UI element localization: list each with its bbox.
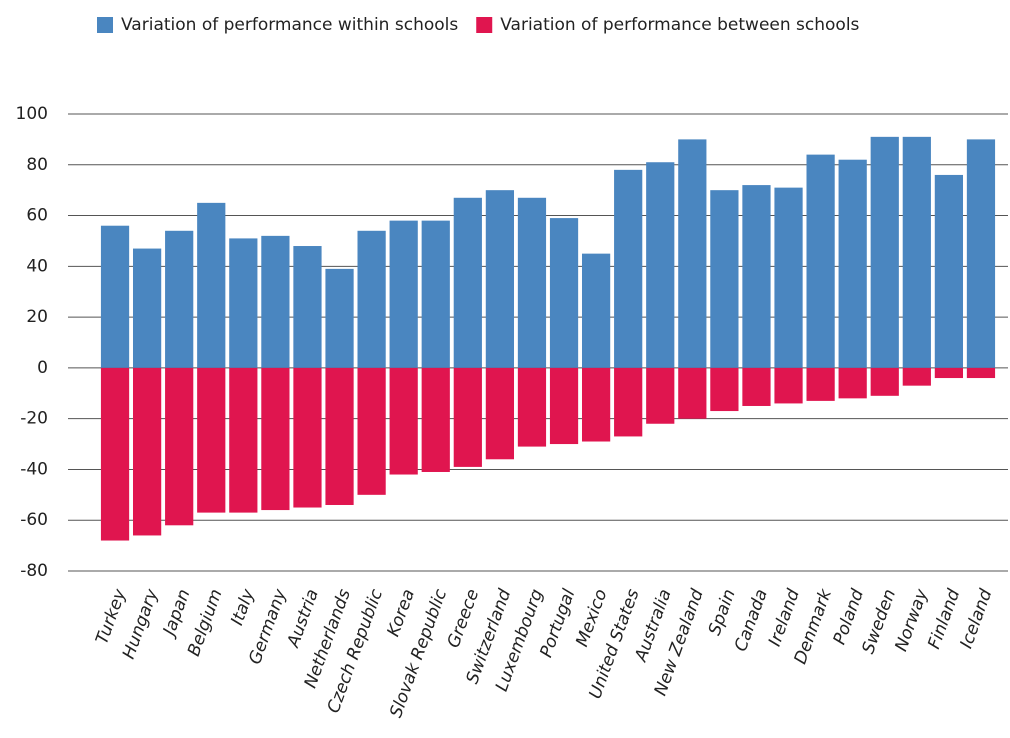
bar — [229, 367, 258, 513]
bar — [581, 253, 611, 368]
y-tick-label: 60 — [26, 206, 48, 226]
bar — [357, 367, 386, 495]
y-tick-label: 100 — [16, 104, 48, 124]
y-tick-label: -20 — [20, 409, 48, 429]
legend-swatch — [476, 17, 493, 33]
bar — [485, 367, 515, 460]
bar — [229, 238, 258, 368]
bar — [742, 367, 771, 406]
bar — [325, 268, 354, 368]
bar — [646, 367, 675, 424]
bar — [838, 159, 867, 368]
x-tick-label: Italy — [227, 586, 259, 628]
bar — [293, 246, 322, 368]
bar — [197, 202, 226, 368]
bar — [646, 162, 675, 368]
legend-swatch — [97, 17, 113, 33]
bar — [325, 367, 354, 505]
y-tick-label: 20 — [26, 307, 48, 327]
bar — [165, 367, 194, 526]
bar — [453, 197, 482, 368]
legend-label: Variation of performance between schools — [500, 15, 859, 35]
bar — [389, 220, 418, 368]
bar — [517, 367, 547, 447]
bar — [838, 367, 867, 399]
bar — [293, 367, 322, 508]
x-tick-label: Korea — [384, 587, 419, 640]
bar — [485, 190, 515, 368]
bar — [902, 367, 931, 386]
y-tick-label: 80 — [26, 155, 48, 175]
bar — [421, 220, 450, 368]
legend-label: Variation of performance within schools — [121, 15, 458, 35]
bar — [806, 367, 835, 401]
bar — [774, 367, 803, 404]
bar — [774, 187, 803, 368]
y-tick-label: -60 — [20, 510, 48, 530]
bar — [870, 136, 899, 368]
bar — [517, 197, 547, 368]
bar — [357, 230, 386, 368]
bar — [549, 218, 579, 368]
bar — [614, 367, 643, 437]
bar — [389, 367, 418, 475]
bar — [806, 154, 835, 368]
bar — [261, 235, 290, 368]
bar — [966, 139, 996, 368]
bar — [678, 367, 707, 419]
bar — [100, 367, 130, 541]
bar — [710, 190, 739, 368]
bar — [742, 185, 771, 368]
bar — [902, 136, 931, 368]
bar — [581, 367, 611, 442]
bar — [132, 248, 162, 368]
x-tick-label: Spain — [705, 587, 740, 638]
bar — [870, 367, 899, 396]
bar — [549, 367, 579, 445]
y-tick-label: -40 — [20, 459, 48, 479]
bar — [421, 367, 450, 472]
bar — [966, 367, 996, 379]
bar — [453, 367, 482, 467]
bar — [934, 367, 964, 379]
bar — [165, 230, 194, 368]
x-tick-label: Japan — [159, 587, 195, 641]
y-tick-label: -80 — [20, 561, 48, 581]
bar — [934, 174, 964, 368]
bar — [261, 367, 290, 511]
bar — [710, 367, 739, 412]
bar — [197, 367, 226, 513]
y-tick-label: 0 — [37, 358, 48, 378]
bar — [132, 367, 162, 536]
bar — [100, 225, 130, 368]
y-tick-label: 40 — [26, 256, 48, 276]
bar — [678, 139, 707, 368]
bar — [614, 169, 643, 368]
